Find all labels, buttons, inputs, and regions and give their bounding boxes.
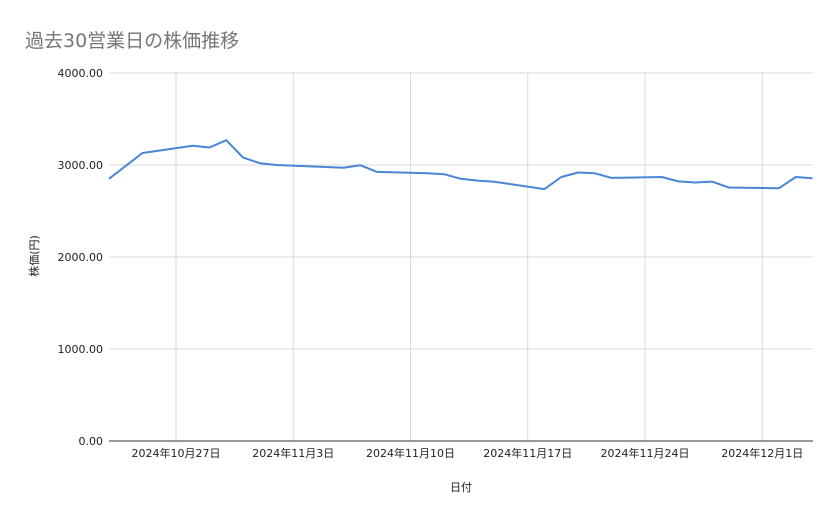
x-tick-label: 2024年12月1日 — [721, 446, 803, 460]
x-axis-ticks: 2024年10月27日 2024年11月3日 2024年11月10日 2024年11月… — [132, 446, 804, 460]
x-tick-label: 2024年11月24日 — [601, 446, 690, 460]
x-tick-label: 2024年11月17日 — [483, 446, 572, 460]
y-tick-label: 2000.00 — [58, 251, 104, 264]
x-axis-label: 日付 — [450, 481, 472, 494]
x-tick-label: 2024年11月3日 — [252, 446, 334, 460]
x-tick-label: 2024年11月10日 — [366, 446, 455, 460]
y-tick-label: 4000.00 — [58, 67, 104, 80]
y-tick-label: 3000.00 — [58, 159, 104, 172]
series-line — [108, 139, 813, 191]
y-axis-label: 株価(円) — [27, 235, 41, 277]
y-tick-label: 0.00 — [79, 435, 104, 448]
y-axis-ticks: 0.00 1000.00 2000.00 3000.00 4000.00 — [58, 67, 104, 448]
chart-title: 過去30営業日の株価推移 — [25, 30, 240, 52]
y-tick-label: 1000.00 — [58, 343, 104, 356]
grid-lines — [109, 72, 813, 442]
x-tick-label: 2024年10月27日 — [132, 446, 221, 460]
